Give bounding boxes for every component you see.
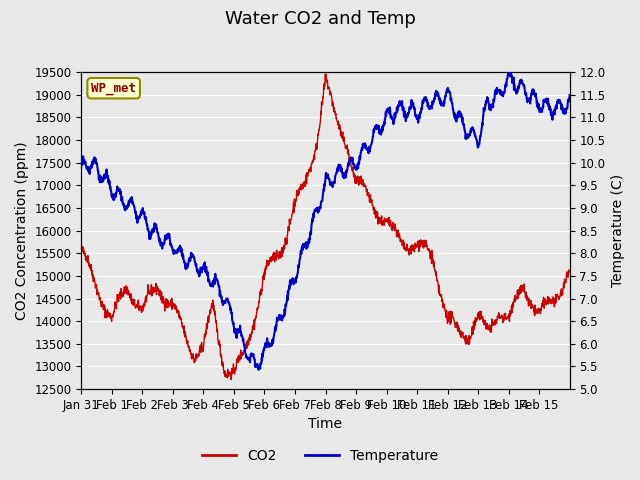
Y-axis label: CO2 Concentration (ppm): CO2 Concentration (ppm) [15, 141, 29, 320]
Legend: CO2, Temperature: CO2, Temperature [196, 443, 444, 468]
Y-axis label: Temperature (C): Temperature (C) [611, 174, 625, 287]
Text: WP_met: WP_met [91, 82, 136, 95]
X-axis label: Time: Time [308, 418, 342, 432]
Text: Water CO2 and Temp: Water CO2 and Temp [225, 10, 415, 28]
